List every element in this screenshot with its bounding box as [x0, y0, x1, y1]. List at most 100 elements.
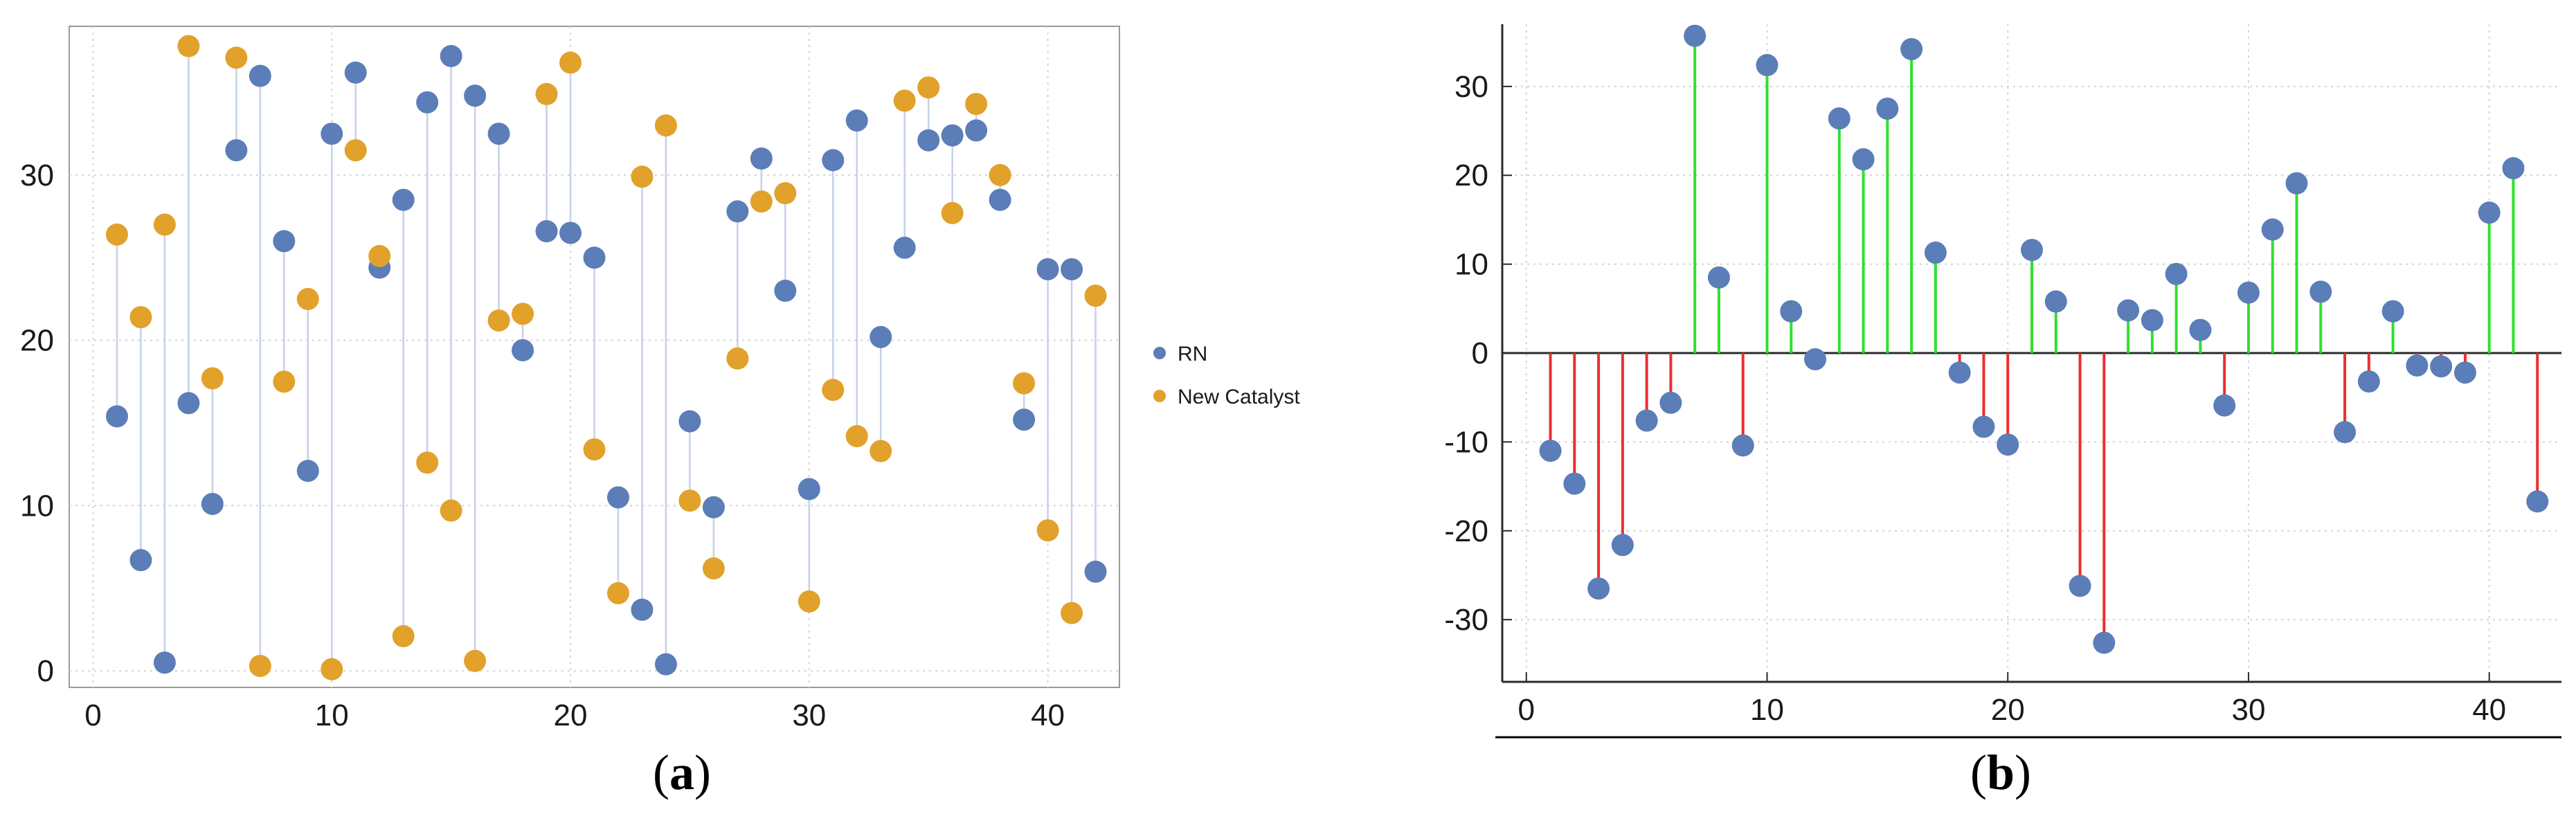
panel-a-legend-swatch: [1153, 390, 1166, 402]
panel-a-rn-point: [965, 119, 988, 142]
panel-a-rn-point: [321, 123, 343, 145]
panel-a-rn-point: [1084, 560, 1107, 583]
panel-a-rn-point: [702, 496, 725, 518]
panel-a-rn-point: [583, 246, 606, 269]
panel-b-point: [1876, 97, 1899, 120]
panel-a-new-catalyst-point: [774, 182, 797, 205]
panel-b-x-tick-label: 30: [2231, 693, 2265, 727]
panel-a-rn-point: [726, 200, 749, 223]
panel-a-new-catalyst-point: [225, 46, 248, 69]
panel-a-rn-point: [917, 129, 940, 152]
panel-a-new-catalyst-point: [249, 654, 271, 677]
panel-b-point: [1587, 577, 1610, 600]
panel-b-point: [2381, 300, 2404, 323]
panel-b-point: [1659, 391, 1682, 414]
panel-a-new-catalyst-point: [1084, 285, 1107, 307]
panel-b-point: [2141, 309, 2163, 332]
panel-a-rn-point: [678, 410, 701, 433]
panel-b-point: [2453, 361, 2476, 384]
panel-a-rn-point: [225, 139, 248, 162]
panel-a-plot-frame: [69, 26, 1120, 688]
panel-a-rn-point: [416, 91, 439, 114]
panel-a-rn-point: [989, 188, 1011, 211]
panel-b-point: [2334, 421, 2357, 444]
panel-b-point: [1948, 361, 1971, 384]
panel-b-point: [2021, 239, 2043, 262]
panel-a-new-catalyst-point: [201, 367, 224, 390]
panel-a-new-catalyst-point: [321, 658, 343, 680]
panel-b-point: [2430, 355, 2453, 378]
panel-a-new-catalyst-point: [559, 51, 582, 74]
panel-a-rn-point: [559, 222, 582, 244]
panel-b-point: [2044, 290, 2067, 313]
panel-a-new-catalyst-point: [654, 114, 677, 137]
panel-a-new-catalyst-point: [273, 370, 296, 393]
panel-b-stem-chart: 0 10 20 30 40 -30 -20 -10 0 10 20 30: [1444, 24, 2561, 739]
panel-b-y-tick-label: 30: [1454, 70, 1488, 104]
panel-b-x-tick-label: 10: [1750, 693, 1784, 727]
panel-a-new-catalyst-point: [1036, 519, 1059, 542]
panel-a-rn-point: [105, 405, 128, 428]
panel-a-rn-point: [464, 84, 487, 107]
panel-b-y-tick-label: -30: [1444, 603, 1488, 637]
panel-b-point: [2309, 280, 2332, 303]
panel-b-x-tick-label: 20: [1991, 693, 2025, 727]
panel-a-new-catalyst-point: [893, 89, 916, 112]
panel-a-new-catalyst-point: [368, 244, 391, 267]
panel-a-rn-point: [273, 230, 296, 253]
panel-a-rn-point: [845, 109, 868, 132]
panel-a-rn-point: [1036, 258, 1059, 280]
panel-b-point: [1563, 472, 1586, 495]
panel-a-rn-point: [535, 220, 558, 243]
panel-a-rn-point: [249, 64, 271, 87]
panel-a-y-tick-label: 30: [20, 159, 54, 192]
panel-b-point: [2502, 156, 2525, 179]
panel-a-new-catalyst-point: [464, 649, 487, 672]
panel-b-y-tick-label: 0: [1472, 336, 1488, 370]
panel-a-rn-point: [750, 147, 773, 170]
panel-a-y-tick-label: 10: [20, 489, 54, 523]
panel-b-stems: [1549, 35, 2539, 643]
panel-b-point: [2478, 201, 2501, 224]
panel-a-new-catalyst-point: [726, 347, 749, 370]
panel-b-point: [2357, 370, 2380, 393]
panel-a-rn-point: [870, 325, 892, 348]
panel-a-rn-point: [153, 651, 176, 674]
panel-a-new-catalyst-point: [583, 438, 606, 461]
panel-b-point: [1684, 24, 1706, 47]
panel-a-new-catalyst-point: [344, 139, 367, 162]
panel-a-new-catalyst-point: [416, 451, 439, 474]
panel-a-rn-point: [487, 123, 510, 145]
panel-b-point: [2237, 281, 2260, 304]
panel-b-point: [2526, 490, 2549, 513]
panel-a-y-tick-label: 20: [20, 324, 54, 358]
panel-a-x-tick-label: 20: [554, 698, 588, 732]
panel-b-point: [1756, 54, 1778, 77]
panel-b-point: [1828, 107, 1850, 130]
panel-b-point: [2165, 262, 2188, 285]
panel-a-new-catalyst-point: [512, 303, 534, 325]
panel-b-point: [1900, 37, 1923, 60]
panel-a-new-catalyst-point: [798, 590, 820, 613]
panel-b-point: [1804, 348, 1827, 370]
panel-a-x-tick-label: 30: [792, 698, 826, 732]
panel-a-rn-point: [893, 236, 916, 259]
panel-a-new-catalyst-point: [606, 581, 629, 604]
panel-a-tick-labels: 0 10 20 30 40 0 10 20 30: [20, 159, 1065, 732]
panel-b-y-tick-label: -10: [1444, 425, 1488, 459]
panel-a-rn-point: [798, 478, 820, 500]
panel-a-new-catalyst-point: [153, 213, 176, 236]
panel-b-point: [1731, 434, 1754, 457]
panel-b-point: [2261, 218, 2284, 241]
panel-a-new-catalyst-point: [535, 82, 558, 105]
panel-a-new-catalyst-point: [487, 309, 510, 332]
panel-a-rn-point: [606, 486, 629, 509]
panel-b-x-tick-label: 0: [1518, 693, 1535, 727]
panel-b-y-tick-label: 10: [1454, 248, 1488, 282]
panel-a-legend-label: New Catalyst: [1178, 386, 1300, 408]
panel-a-new-catalyst-point: [129, 306, 152, 329]
panel-b-point: [1539, 440, 1562, 462]
panel-a-rn-point: [941, 124, 964, 147]
panel-a-new-catalyst-point: [1013, 372, 1036, 395]
